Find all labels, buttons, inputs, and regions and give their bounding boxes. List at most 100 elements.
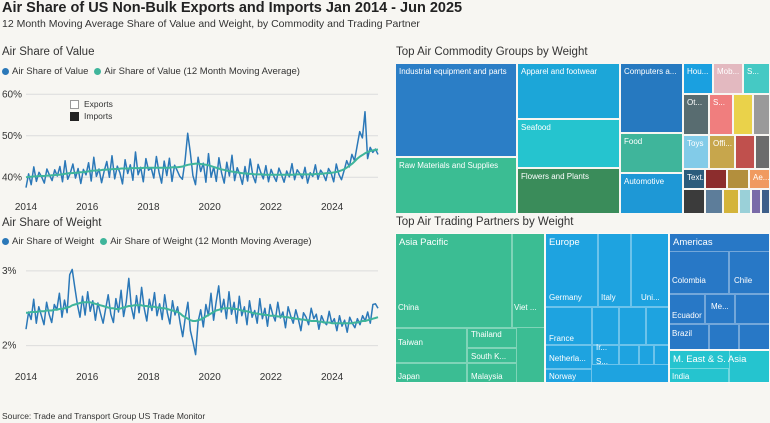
partner-country-cell[interactable] bbox=[669, 324, 709, 350]
partner-region-label: M. East & S. Asia bbox=[673, 354, 747, 365]
partner-country-cell[interactable] bbox=[545, 307, 592, 345]
value-moving-average-line[interactable] bbox=[25, 148, 379, 179]
partner-country-label: South K... bbox=[471, 352, 507, 361]
source-note: Source: Trade and Transport Group US Tra… bbox=[2, 411, 206, 421]
weight-line-chart[interactable]: 2% 3% 2014 2016 2018 2020 2022 2024 bbox=[0, 250, 385, 385]
partner-country-cell[interactable] bbox=[735, 294, 770, 324]
weight-xtick-label: 2022 bbox=[260, 372, 283, 383]
partner-country-cell[interactable] bbox=[467, 328, 517, 348]
partner-country-cell[interactable] bbox=[654, 345, 669, 365]
commodity-cell[interactable]: Hou... bbox=[683, 63, 713, 94]
commodity-cell[interactable] bbox=[751, 189, 761, 214]
commodity-cell[interactable] bbox=[753, 94, 770, 135]
commodity-cell[interactable] bbox=[733, 94, 753, 135]
commodity-treemap[interactable]: Industrial equipment and parts Raw Materi… bbox=[395, 63, 770, 214]
exports-legend-item[interactable]: Exports bbox=[70, 98, 113, 110]
commodity-cell[interactable]: Raw Materials and Supplies bbox=[395, 157, 517, 214]
commodity-cell[interactable] bbox=[723, 189, 739, 214]
partner-country-cell[interactable] bbox=[545, 345, 592, 369]
commodity-cell[interactable]: Industrial equipment and parts bbox=[395, 63, 517, 157]
partner-country-cell[interactable] bbox=[739, 324, 770, 350]
partner-region-label: Asia Pacific bbox=[399, 237, 449, 248]
value-xtick-label: 2020 bbox=[199, 202, 222, 213]
imports-label: Imports bbox=[84, 111, 113, 121]
commodity-cell[interactable]: Offi... bbox=[709, 135, 735, 169]
partner-region[interactable]: Europe bbox=[545, 233, 669, 383]
partner-country-cell[interactable] bbox=[639, 345, 654, 365]
commodity-cell[interactable]: Mob... bbox=[713, 63, 743, 94]
partner-region[interactable]: Americas bbox=[669, 233, 770, 350]
partner-country-cell[interactable] bbox=[395, 363, 467, 383]
partner-country-cell[interactable] bbox=[467, 348, 517, 363]
commodity-cell-label: Seafood bbox=[521, 123, 551, 132]
partner-region[interactable]: Asia Pacific bbox=[395, 233, 545, 383]
commodity-cell[interactable] bbox=[735, 135, 755, 169]
partner-country-cell[interactable] bbox=[729, 350, 770, 383]
commodity-cell[interactable]: Text... bbox=[683, 169, 705, 189]
partner-country-label: Chile bbox=[734, 276, 753, 285]
imports-legend-item[interactable]: Imports bbox=[70, 110, 113, 122]
partner-country-cell[interactable] bbox=[619, 307, 646, 345]
partner-country-label: Colombia bbox=[672, 276, 706, 285]
partner-country-cell[interactable] bbox=[705, 294, 735, 324]
partner-country-cell[interactable] bbox=[598, 233, 631, 307]
partner-country-cell[interactable] bbox=[395, 328, 467, 363]
partner-country-label: Germany bbox=[549, 293, 582, 302]
value-xtick-label: 2014 bbox=[15, 202, 38, 213]
value-ytick-label: 40% bbox=[2, 172, 22, 183]
commodity-cell[interactable]: S... bbox=[743, 63, 770, 94]
partner-country-cell[interactable] bbox=[512, 233, 545, 328]
value-series-line[interactable] bbox=[25, 110, 379, 188]
commodity-cell[interactable] bbox=[727, 169, 749, 189]
commodity-cell[interactable]: Ae... bbox=[749, 169, 770, 189]
weight-series-line[interactable] bbox=[25, 268, 379, 356]
partner-country-cell[interactable] bbox=[545, 233, 598, 307]
commodity-cell[interactable]: S... bbox=[709, 94, 733, 135]
commodity-cell[interactable]: Seafood bbox=[517, 119, 620, 168]
commodity-cell[interactable] bbox=[755, 135, 770, 169]
exports-imports-legend[interactable]: Exports Imports bbox=[70, 98, 113, 122]
partner-country-cell[interactable] bbox=[709, 324, 739, 350]
weight-moving-average-line[interactable] bbox=[26, 301, 379, 325]
partner-country-label: Me... bbox=[711, 302, 729, 311]
commodity-cell[interactable]: Food bbox=[620, 133, 683, 173]
partner-country-cell[interactable] bbox=[592, 307, 619, 345]
commodity-cell[interactable] bbox=[705, 169, 727, 189]
value-line-chart[interactable]: 40% 50% 60% 2014 2016 2018 2020 2022 2024 bbox=[0, 80, 385, 215]
weight-legend[interactable]: Air Share of Weight Air Share of Weight … bbox=[2, 236, 312, 247]
partner-country-cell[interactable] bbox=[669, 251, 729, 294]
commodity-cell[interactable]: Apparel and footwear bbox=[517, 63, 620, 119]
weight-series-label: Air Share of Weight bbox=[12, 236, 95, 247]
commodity-cell[interactable]: Flowers and Plants bbox=[517, 168, 620, 214]
value-xtick-label: 2016 bbox=[76, 202, 99, 213]
partner-country-cell[interactable] bbox=[545, 369, 592, 383]
exports-swatch bbox=[70, 99, 79, 109]
commodity-cell-label: Text... bbox=[687, 173, 704, 182]
partner-country-cell[interactable] bbox=[631, 233, 669, 307]
commodity-cell[interactable] bbox=[705, 189, 723, 214]
commodity-cell-label: S... bbox=[747, 67, 760, 76]
commodity-cell[interactable] bbox=[761, 189, 770, 214]
commodity-cell[interactable]: Automotive bbox=[620, 173, 683, 214]
partner-country-cell[interactable] bbox=[395, 233, 512, 328]
partner-country-cell[interactable] bbox=[646, 307, 669, 345]
page-title: Air Share of US Non-Bulk Exports and Imp… bbox=[2, 0, 463, 16]
partner-country-cell[interactable] bbox=[619, 345, 639, 365]
value-legend[interactable]: Air Share of Value Air Share of Value (1… bbox=[2, 66, 300, 77]
partner-country-cell[interactable] bbox=[467, 363, 517, 383]
commodity-cell[interactable] bbox=[683, 189, 705, 214]
partner-country-cell[interactable] bbox=[669, 294, 705, 324]
partner-country-label: Uni... bbox=[641, 293, 660, 302]
commodity-cell[interactable]: Ot... bbox=[683, 94, 709, 135]
partner-country-cell[interactable] bbox=[669, 368, 729, 383]
partner-country-cell[interactable] bbox=[729, 251, 770, 294]
commodity-cell[interactable]: Computers a... bbox=[620, 63, 683, 133]
value-ytick-label: 50% bbox=[2, 131, 22, 142]
partner-country-cell[interactable] bbox=[592, 345, 619, 365]
commodity-cell[interactable]: Toys bbox=[683, 135, 709, 169]
partner-country-label: Ecuador bbox=[672, 311, 702, 320]
partner-region[interactable]: M. East & S. Asia bbox=[669, 350, 770, 383]
partner-treemap[interactable]: Asia Pacific Europe Americas M. East & S. A… bbox=[395, 233, 770, 383]
weight-ma-swatch bbox=[100, 238, 108, 245]
commodity-cell[interactable] bbox=[739, 189, 751, 214]
